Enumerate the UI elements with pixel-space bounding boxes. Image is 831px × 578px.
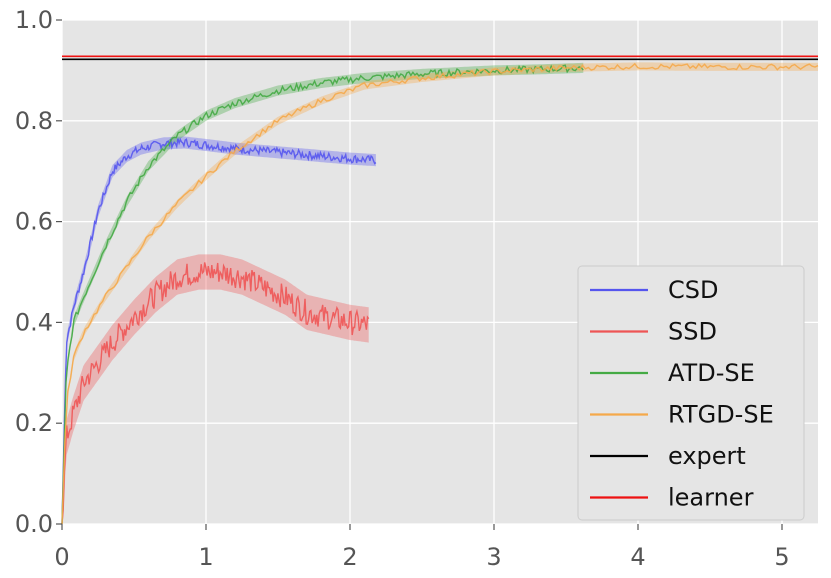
x-tick-label-3: 3 <box>486 543 501 571</box>
series-line-ATD-SE <box>61 64 584 525</box>
y-tick-label-0: 0.0 <box>15 510 53 538</box>
legend-label-expert: expert <box>668 442 746 470</box>
x-tick-label-4: 4 <box>630 543 645 571</box>
legend-label-RTGD-SE: RTGD-SE <box>668 401 774 429</box>
y-tick-label-1: 0.2 <box>15 409 53 437</box>
x-tick-label-2: 2 <box>342 543 357 571</box>
legend-label-learner: learner <box>668 484 754 512</box>
series-line-SSD <box>61 262 370 525</box>
y-axis-ticks: 0.0 0.2 0.4 0.6 0.8 1.0 <box>15 6 62 538</box>
y-tick-label-4: 0.8 <box>15 107 53 135</box>
legend-label-CSD: CSD <box>668 276 718 304</box>
legend-label-SSD: SSD <box>668 318 717 346</box>
x-tick-label-0: 0 <box>54 543 69 571</box>
y-tick-label-5: 1.0 <box>15 6 53 34</box>
x-tick-label-1: 1 <box>198 543 213 571</box>
legend-label-ATD-SE: ATD-SE <box>668 359 755 387</box>
legend-box <box>577 265 805 521</box>
y-tick-label-2: 0.4 <box>15 308 53 336</box>
reference-lines <box>62 55 818 61</box>
series-line-CSD <box>61 137 377 525</box>
y-tick-label-3: 0.6 <box>15 208 53 236</box>
series-lines <box>61 62 819 525</box>
x-tick-label-5: 5 <box>774 543 789 571</box>
legend: CSD SSD ATD-SE RTGD-SE expert learner <box>577 265 805 521</box>
x-axis-ticks: 0 1 2 3 4 5 <box>54 524 790 571</box>
series-line-RTGD-SE <box>61 62 819 525</box>
